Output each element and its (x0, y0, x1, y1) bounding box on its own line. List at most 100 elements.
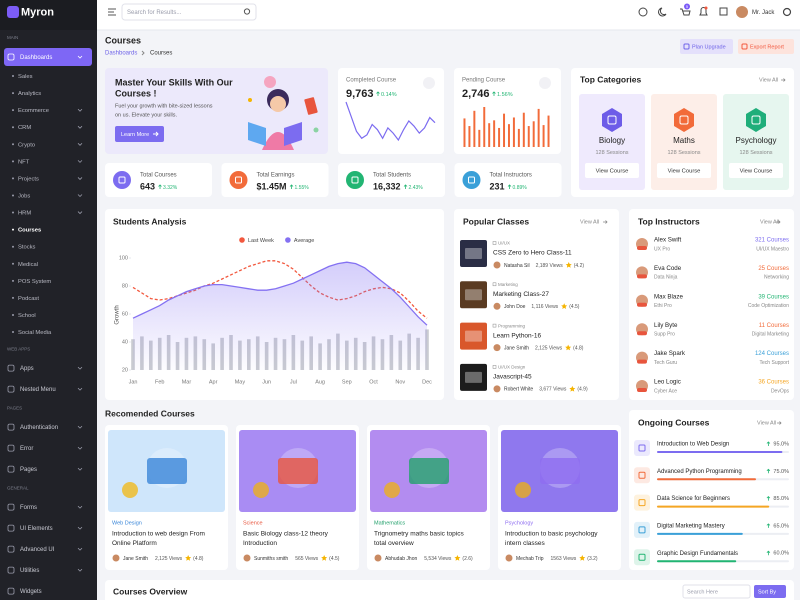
plan-upgrade-button[interactable] (680, 39, 733, 54)
class-title[interactable]: Javascript-45 (493, 374, 532, 381)
submenu-item[interactable]: Ecommerce (18, 108, 49, 114)
instructor-name[interactable]: Leo Logic (654, 379, 681, 386)
spark-bar (532, 121, 535, 147)
course-title[interactable]: Introduction to web design From (112, 531, 205, 538)
cart-icon[interactable] (680, 8, 691, 16)
fullscreen-icon[interactable] (719, 7, 728, 16)
course-name[interactable]: Data Science for Beginners (657, 496, 730, 502)
overview-search[interactable] (682, 584, 751, 599)
menu-item[interactable]: Pages (20, 467, 37, 473)
instructor-name[interactable]: Max Blaze (654, 293, 683, 300)
submenu-item[interactable]: Medical (18, 262, 38, 268)
avatar-shirt (637, 302, 647, 307)
stat-card (338, 163, 445, 197)
spark-bar (547, 115, 550, 147)
course-tag: Web Design (112, 520, 142, 526)
menu-item[interactable]: Forms (20, 505, 37, 511)
view-course-button[interactable] (585, 163, 639, 178)
course-title[interactable]: intern classes (505, 540, 545, 547)
submenu-item[interactable]: Crypto (18, 142, 35, 148)
submenu-item[interactable]: Projects (18, 176, 39, 182)
course-name[interactable]: Introduction to Web Design (657, 442, 729, 448)
instructor-name[interactable]: Eva Code (654, 265, 682, 272)
submenu-item[interactable]: NFT (18, 159, 30, 165)
view-all-link[interactable]: View All (760, 219, 779, 225)
user-avatar[interactable] (736, 6, 748, 18)
stat-change: 1.55% (295, 185, 310, 191)
ongoing-card (629, 410, 794, 570)
course-title[interactable]: Introduction to basic psychology (505, 531, 598, 538)
export-report-button[interactable] (738, 39, 794, 54)
image-decor (540, 458, 580, 484)
course-title[interactable]: Basic Biology class-12 theory (243, 531, 329, 538)
class-title[interactable]: Marketing Class-27 (493, 291, 549, 298)
class-views: 2,125 Views (535, 345, 563, 351)
theme-icon[interactable] (658, 7, 667, 17)
menu-toggle[interactable] (108, 8, 116, 16)
menu-item[interactable]: UI Elements (20, 526, 53, 532)
course-rating: (4.5) (329, 556, 340, 562)
user-name[interactable]: Mr. Jack (752, 10, 775, 16)
menu-item[interactable]: Error (20, 446, 33, 452)
menu-item[interactable]: Authentication (20, 425, 58, 431)
submenu-item[interactable]: Social Media (18, 330, 52, 336)
submenu-item[interactable]: CRM (18, 125, 31, 131)
submenu-item[interactable]: Jobs (18, 194, 30, 200)
course-title[interactable]: Introduction (243, 540, 277, 547)
course-name[interactable]: Advanced Python Programming (657, 469, 742, 475)
submenu-item[interactable]: Stocks (18, 245, 35, 251)
menu-item[interactable]: Utilities (20, 568, 39, 574)
view-all-link[interactable]: View All (757, 420, 776, 426)
section-title: PAGES (7, 405, 22, 410)
learn-more-button[interactable] (115, 126, 164, 142)
menu-item[interactable]: Apps (20, 366, 34, 372)
legend-marker (285, 237, 291, 243)
class-title[interactable]: CSS Zero to Hero Class-11 (493, 250, 572, 257)
view-course-button[interactable] (657, 163, 711, 178)
view-course-button[interactable] (729, 163, 783, 178)
submenu-item[interactable]: Courses (18, 228, 41, 234)
sort-button[interactable] (754, 585, 786, 598)
notification-icon[interactable] (699, 7, 708, 16)
menu-icon (7, 566, 15, 574)
submenu-item[interactable]: Analytics (18, 91, 41, 97)
view-all-link[interactable]: View All (580, 219, 599, 225)
instructor-name[interactable]: Alex Swift (654, 237, 681, 244)
up-arrow-icon (507, 184, 512, 189)
y-axis-label: Growth (115, 305, 121, 324)
instructor-name[interactable]: Lily Byte (654, 322, 678, 329)
submenu-item[interactable]: POS System (18, 279, 51, 285)
submenu-item[interactable]: School (18, 313, 36, 319)
menu-button[interactable] (423, 77, 435, 89)
course-title[interactable]: Online Platform (112, 540, 157, 547)
menu-item[interactable]: Widgets (20, 589, 42, 595)
class-rating: (4.5) (569, 304, 580, 310)
instructor-name[interactable]: Jake Spark (654, 350, 686, 357)
author-name: Abhudab Jhon (385, 556, 417, 562)
course-title[interactable]: Trignometry maths basic topics (374, 531, 464, 538)
course-title[interactable]: total overview (374, 540, 414, 547)
menu-item[interactable]: Dashboards (20, 55, 52, 61)
submenu-item[interactable]: HRM (18, 211, 31, 217)
breadcrumb-link[interactable]: Dashboards (105, 51, 137, 57)
author-avatar (374, 554, 382, 562)
menu-item[interactable]: Advanced UI (20, 547, 55, 553)
language-icon[interactable] (638, 7, 648, 17)
view-all-link[interactable]: View All (759, 77, 778, 83)
stat-glyph (118, 176, 126, 184)
stat-icon (346, 171, 364, 189)
chevron-icon (77, 194, 83, 198)
x-tick-label: Jan (129, 379, 138, 385)
search-box[interactable] (121, 3, 257, 21)
menu-item[interactable]: Nested Menu (20, 387, 56, 393)
menu-button[interactable] (539, 77, 551, 89)
course-name[interactable]: Graphic Design Fundamentals (657, 551, 738, 557)
class-title[interactable]: Learn Python-16 (493, 332, 541, 339)
progress-label: 85.0% (773, 496, 789, 502)
course-name[interactable]: Digital Marketing Mastery (657, 523, 725, 529)
settings-icon[interactable] (782, 7, 792, 17)
submenu-item[interactable]: Sales (18, 74, 33, 80)
spark-bar (503, 113, 506, 147)
submenu-item[interactable]: Podcast (18, 296, 39, 302)
